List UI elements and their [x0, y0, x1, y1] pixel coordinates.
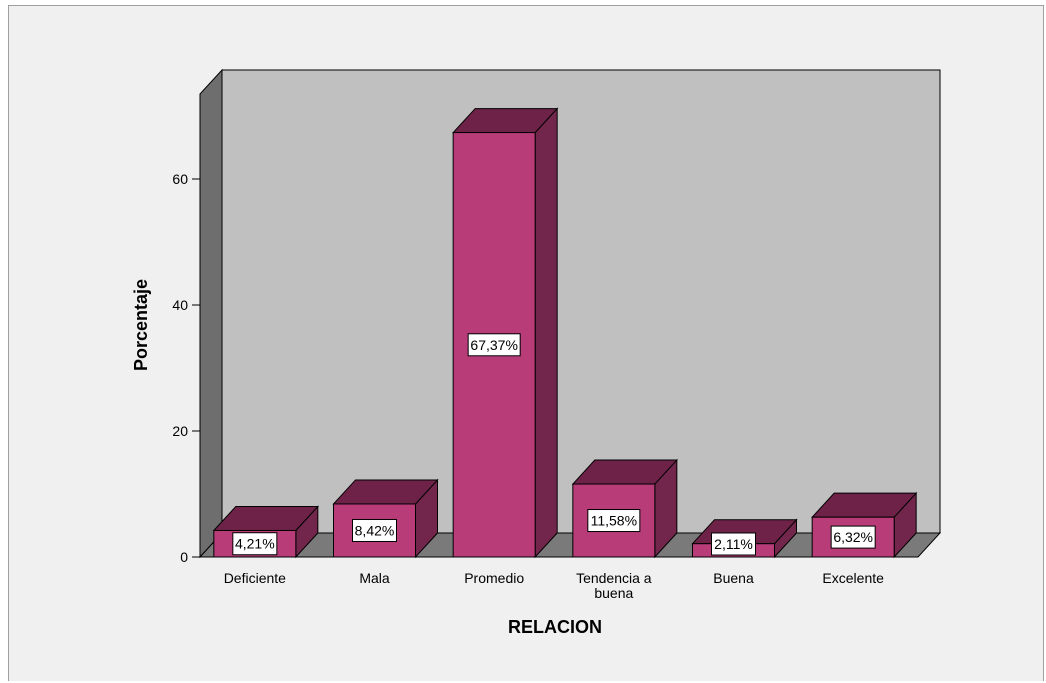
y-tick-label: 40: [172, 297, 188, 313]
y-axis: 0 20 40 60: [172, 171, 200, 565]
x-tick-label: Deficiente: [224, 570, 286, 586]
y-tick-label: 0: [180, 549, 188, 565]
x-tick-label: Mala: [359, 570, 390, 586]
bars: 4,21% 8,42% 67,37% 11,58% 2,11% 6,32%: [212, 107, 918, 559]
bar: 67,37%: [452, 107, 559, 559]
y-axis-title: Porcentaje: [131, 279, 151, 371]
data-label-box: [232, 532, 278, 556]
bar: 6,32%: [811, 491, 918, 559]
x-tick-label: buena: [594, 585, 633, 601]
data-label: 11,58%: [591, 513, 637, 529]
chart-walls: [198, 68, 942, 559]
data-label-box: [587, 509, 641, 533]
x-axis-title: RELACION: [508, 617, 602, 637]
data-label: 6,32%: [833, 529, 873, 545]
bar: 4,21%: [212, 505, 319, 559]
x-tick-label: Tendencia a: [576, 570, 652, 586]
bar: 2,11%: [691, 518, 798, 559]
data-label-box: [711, 532, 756, 556]
x-tick-label: Buena: [713, 570, 754, 586]
data-label: 4,21%: [235, 536, 275, 552]
data-label-box: [830, 525, 876, 549]
x-tick-label: Promedio: [464, 570, 524, 586]
bar-side: [534, 107, 558, 559]
bar: 11,58%: [571, 458, 678, 559]
data-label-box: [467, 333, 521, 357]
data-label: 67,37%: [470, 337, 517, 353]
y-tick-label: 20: [172, 423, 188, 439]
data-label: 2,11%: [714, 536, 753, 552]
data-label: 8,42%: [355, 522, 395, 538]
bar: 8,42%: [332, 478, 439, 559]
back-wall: [221, 69, 941, 534]
data-label-box: [352, 518, 397, 542]
side-wall: [199, 68, 223, 559]
y-tick-label: 60: [172, 171, 188, 187]
x-tick-label: Excelente: [822, 570, 884, 586]
